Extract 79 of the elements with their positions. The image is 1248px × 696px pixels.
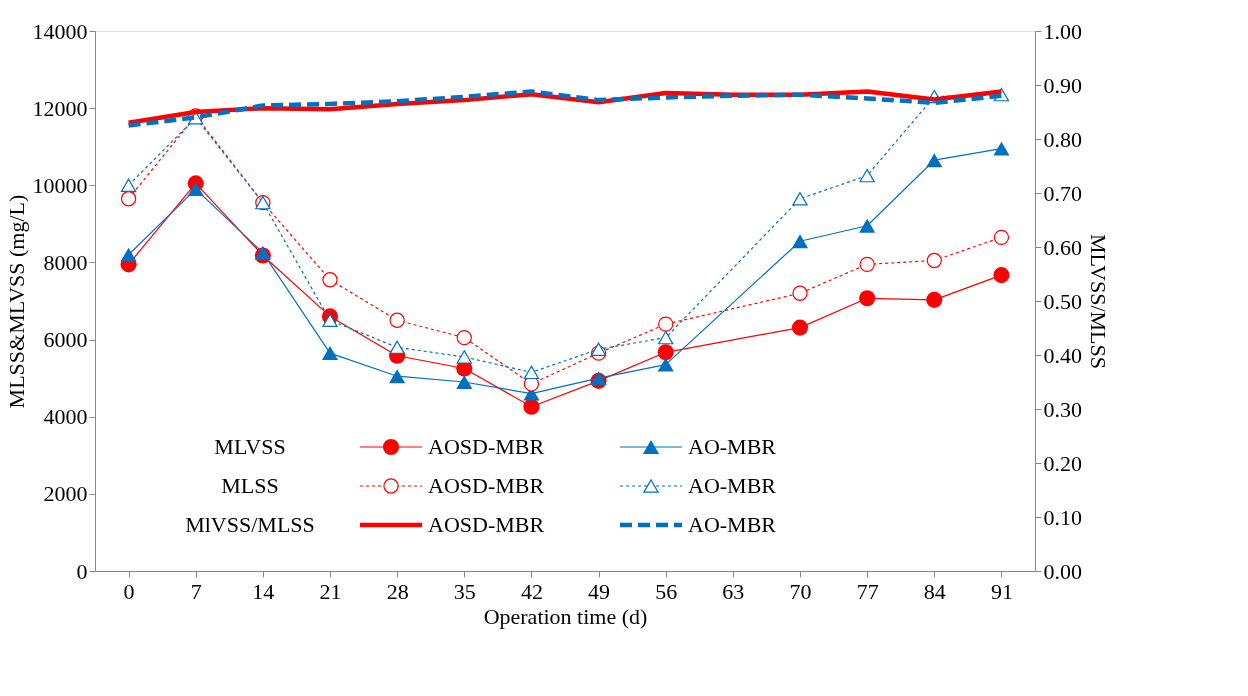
point <box>993 141 1010 156</box>
x-axis-title: Operation time (d) <box>483 603 648 629</box>
y2-tick-label: 0.20 <box>1043 450 1082 476</box>
y-tick-label: 8000 <box>43 249 88 275</box>
y-axis-title: MLSS&MLVSS (mg/L) <box>3 194 29 409</box>
y2-tick-label: 0.10 <box>1043 504 1082 530</box>
point <box>456 350 472 364</box>
y-tick-label: 14000 <box>32 18 88 44</box>
y-tick-label: 6000 <box>43 327 88 353</box>
x-tick-label: 0 <box>123 578 135 604</box>
y2-tick-label: 0.50 <box>1043 288 1082 314</box>
x-tick-label: 28 <box>386 578 409 604</box>
x-tick-label: 49 <box>588 578 611 604</box>
point <box>791 319 809 336</box>
point <box>993 267 1010 284</box>
annotation: MlVSS/MLSS <box>185 512 315 537</box>
x-tick-label: 21 <box>319 578 342 604</box>
point <box>254 245 271 260</box>
legend-label: AO-MBR <box>688 434 777 459</box>
point <box>389 312 405 328</box>
legend-label: AO-MBR <box>688 512 777 537</box>
annotation: MLVSS <box>214 434 286 459</box>
point <box>658 330 674 345</box>
point <box>389 340 405 355</box>
y2-tick-label: 0.60 <box>1043 234 1082 260</box>
y2-tick-label: 1.00 <box>1043 18 1082 44</box>
point <box>859 290 876 307</box>
point <box>926 153 943 168</box>
point <box>791 234 809 249</box>
point <box>120 247 137 262</box>
point <box>859 256 875 273</box>
y2-axis-title: MLVSS/MLSS <box>1086 234 1111 369</box>
y2-tick-label: 0.40 <box>1043 342 1082 368</box>
y-tick-label: 2000 <box>43 481 88 507</box>
annotation: MLSS <box>221 473 279 498</box>
y2-tick-label: 0.30 <box>1043 396 1082 422</box>
point <box>859 218 876 233</box>
point <box>658 316 674 332</box>
x-tick-label: 84 <box>923 578 946 604</box>
point <box>792 285 808 301</box>
point <box>322 313 338 328</box>
y2-tick-label: 0.80 <box>1043 126 1082 152</box>
x-tick-label: 70 <box>789 578 812 604</box>
point <box>187 182 204 197</box>
x-tick-label: 63 <box>722 578 745 604</box>
point <box>792 192 808 206</box>
x-tick-label: 35 <box>453 578 476 604</box>
y-tick-label: 10000 <box>32 172 88 198</box>
point <box>321 346 339 361</box>
point <box>322 272 338 288</box>
x-tick-label: 14 <box>252 578 275 604</box>
y2-tick-label: 0.90 <box>1043 72 1082 98</box>
point <box>523 365 540 380</box>
y2-tick-label: 0.70 <box>1043 180 1082 206</box>
point <box>456 375 473 389</box>
y-tick-label: 0 <box>76 558 88 584</box>
point <box>120 178 137 193</box>
point <box>657 344 674 361</box>
x-tick-label: 77 <box>856 578 879 604</box>
legend-label: AO-MBR <box>688 473 777 498</box>
y-tick-label: 12000 <box>32 95 88 121</box>
point <box>859 168 875 183</box>
point <box>389 369 406 384</box>
legend-label: AOSD-MBR <box>428 512 545 537</box>
point <box>926 291 943 308</box>
point <box>120 191 137 207</box>
legend-label: AOSD-MBR <box>428 434 545 459</box>
x-tick-label: 7 <box>190 578 202 604</box>
point <box>926 252 942 269</box>
x-tick-label: 91 <box>990 578 1013 604</box>
x-tick-label: 56 <box>655 578 678 604</box>
point <box>456 329 472 346</box>
point <box>993 229 1010 246</box>
y2-tick-label: 0.00 <box>1043 558 1082 584</box>
legend-label: AOSD-MBR <box>428 473 545 498</box>
y-tick-label: 4000 <box>43 404 88 430</box>
point <box>657 357 674 372</box>
point <box>590 342 607 356</box>
x-tick-label: 42 <box>520 578 543 604</box>
